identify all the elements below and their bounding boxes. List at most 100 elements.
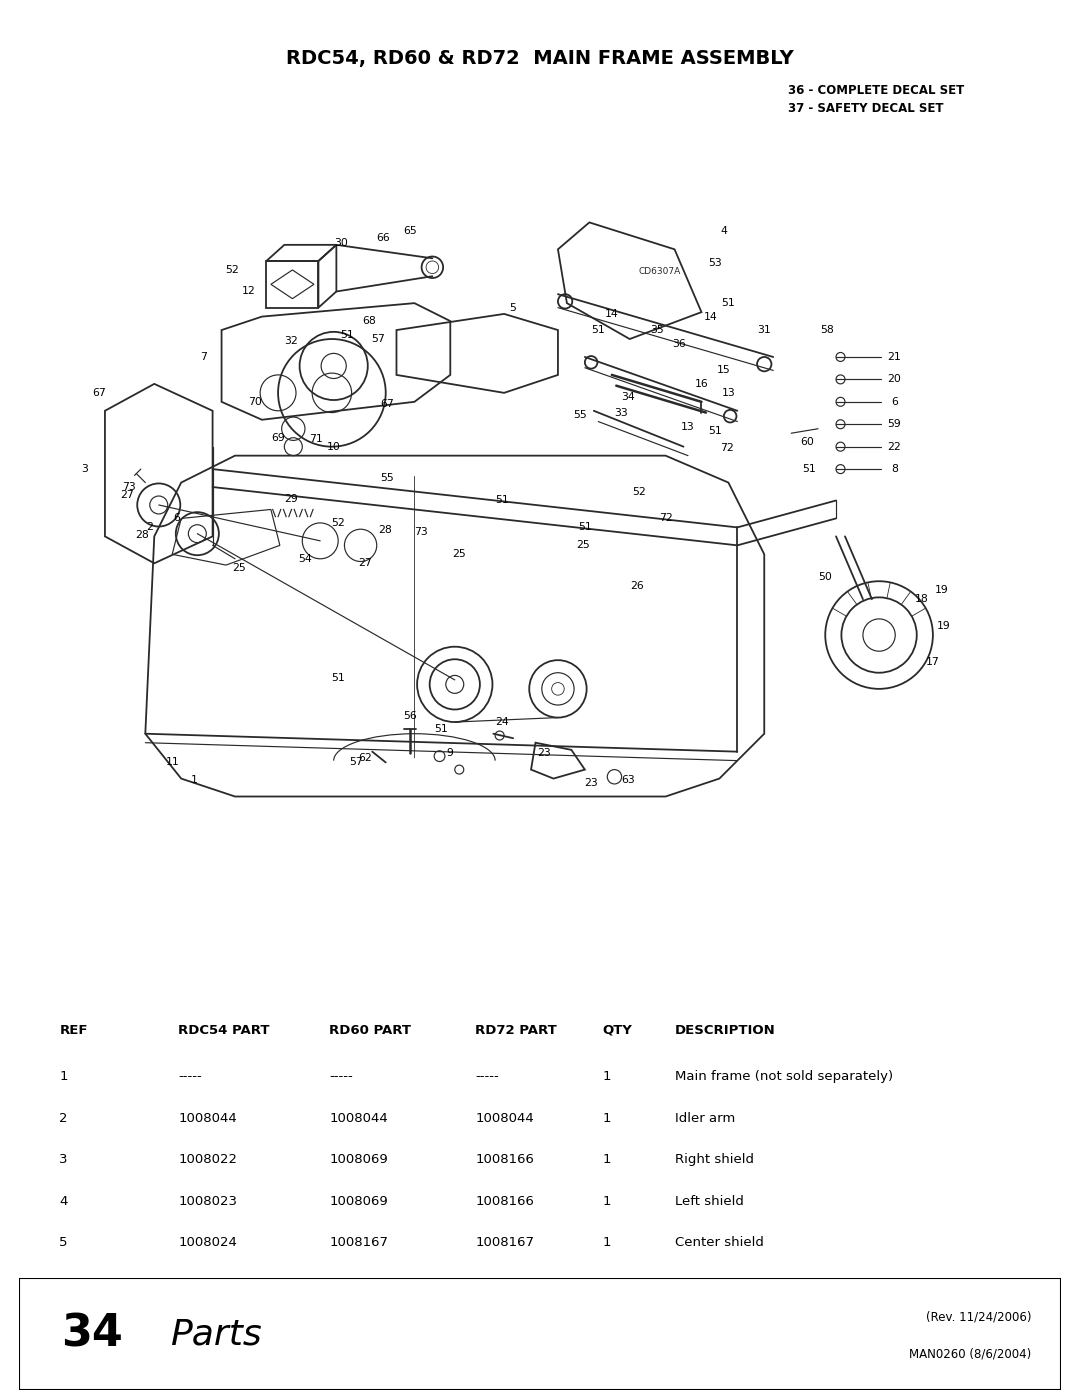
Text: 1: 1 xyxy=(603,1194,611,1207)
Text: 1008167: 1008167 xyxy=(475,1236,535,1249)
Text: 51: 51 xyxy=(721,298,735,309)
Text: 1008069: 1008069 xyxy=(329,1153,388,1166)
Text: 52: 52 xyxy=(632,486,646,496)
Text: 16: 16 xyxy=(694,379,708,388)
Text: 55: 55 xyxy=(573,411,588,420)
Text: RDC54 PART: RDC54 PART xyxy=(178,1024,270,1037)
Text: 10: 10 xyxy=(327,441,340,451)
Text: 1008069: 1008069 xyxy=(329,1194,388,1207)
Text: 32: 32 xyxy=(284,335,297,346)
Text: 51: 51 xyxy=(592,326,605,335)
Text: 3: 3 xyxy=(59,1153,68,1166)
Text: 51: 51 xyxy=(332,673,345,683)
Text: 13: 13 xyxy=(721,388,735,398)
Text: RDC54, RD60 & RD72  MAIN FRAME ASSEMBLY: RDC54, RD60 & RD72 MAIN FRAME ASSEMBLY xyxy=(286,49,794,68)
Text: 11: 11 xyxy=(165,757,179,767)
Text: 59: 59 xyxy=(888,419,901,429)
Text: 69: 69 xyxy=(271,433,285,443)
Text: 1008044: 1008044 xyxy=(329,1112,388,1125)
Text: 1: 1 xyxy=(191,775,198,785)
Text: RD60 PART: RD60 PART xyxy=(329,1024,411,1037)
Text: 5: 5 xyxy=(510,303,516,313)
Text: 51: 51 xyxy=(496,496,509,506)
Text: 1: 1 xyxy=(603,1236,611,1249)
Text: 57: 57 xyxy=(372,334,386,344)
Text: 66: 66 xyxy=(376,233,390,243)
Text: 68: 68 xyxy=(363,316,377,326)
Text: 51: 51 xyxy=(340,330,354,339)
Text: 14: 14 xyxy=(605,309,619,319)
Text: 28: 28 xyxy=(378,525,392,535)
Text: 60: 60 xyxy=(800,437,814,447)
Text: -----: ----- xyxy=(329,1070,353,1084)
Text: 1008022: 1008022 xyxy=(178,1153,238,1166)
Text: Main frame (not sold separately): Main frame (not sold separately) xyxy=(675,1070,893,1084)
Text: 1: 1 xyxy=(603,1112,611,1125)
Text: 22: 22 xyxy=(888,441,901,451)
Text: 26: 26 xyxy=(630,581,644,591)
Text: 1008166: 1008166 xyxy=(475,1194,535,1207)
Text: 23: 23 xyxy=(584,778,598,788)
Text: 1: 1 xyxy=(603,1070,611,1084)
Text: 19: 19 xyxy=(936,622,950,631)
Text: 4: 4 xyxy=(720,226,727,236)
Text: 14: 14 xyxy=(703,312,717,321)
Text: 67: 67 xyxy=(380,398,394,408)
Text: 25: 25 xyxy=(232,563,246,573)
Text: 29: 29 xyxy=(285,493,298,504)
Text: 9: 9 xyxy=(447,749,454,759)
Text: MAN0260 (8/6/2004): MAN0260 (8/6/2004) xyxy=(909,1348,1031,1361)
Text: 58: 58 xyxy=(820,326,834,335)
Text: 73: 73 xyxy=(122,482,136,492)
Text: 27: 27 xyxy=(359,559,372,569)
Text: Idler arm: Idler arm xyxy=(675,1112,735,1125)
Text: 1008166: 1008166 xyxy=(475,1153,535,1166)
Text: 1008023: 1008023 xyxy=(178,1194,238,1207)
Text: 55: 55 xyxy=(380,474,394,483)
Text: 1008167: 1008167 xyxy=(329,1236,389,1249)
Text: 73: 73 xyxy=(414,527,428,536)
Text: Center shield: Center shield xyxy=(675,1236,764,1249)
Text: 18: 18 xyxy=(915,594,928,604)
Text: 57: 57 xyxy=(349,757,363,767)
Text: 50: 50 xyxy=(819,571,833,581)
Text: 70: 70 xyxy=(247,397,261,407)
Text: 23: 23 xyxy=(538,749,552,759)
Text: 51: 51 xyxy=(802,464,816,474)
Text: 25: 25 xyxy=(453,549,467,559)
Text: 35: 35 xyxy=(650,326,663,335)
Text: 62: 62 xyxy=(359,753,372,763)
Text: 33: 33 xyxy=(613,408,627,419)
Text: 12: 12 xyxy=(242,285,255,296)
Text: 56: 56 xyxy=(403,711,417,721)
Text: -----: ----- xyxy=(475,1070,499,1084)
Text: 1: 1 xyxy=(603,1153,611,1166)
Text: -----: ----- xyxy=(178,1070,202,1084)
Text: 72: 72 xyxy=(659,514,673,524)
Text: Left shield: Left shield xyxy=(675,1194,744,1207)
Text: 6: 6 xyxy=(173,514,180,524)
Text: 51: 51 xyxy=(434,724,448,735)
Text: 8: 8 xyxy=(891,464,897,474)
Text: 51: 51 xyxy=(708,426,721,436)
Text: 5: 5 xyxy=(59,1236,68,1249)
Text: 63: 63 xyxy=(621,775,635,785)
Text: 2: 2 xyxy=(147,522,153,532)
Text: 20: 20 xyxy=(888,374,902,384)
Text: REF: REF xyxy=(59,1024,87,1037)
Text: 4: 4 xyxy=(59,1194,68,1207)
Text: 53: 53 xyxy=(708,258,721,268)
Text: (Rev. 11/24/2006): (Rev. 11/24/2006) xyxy=(926,1310,1031,1324)
Text: CD6307A: CD6307A xyxy=(638,267,680,277)
Text: 67: 67 xyxy=(92,388,106,398)
Text: 1008044: 1008044 xyxy=(178,1112,237,1125)
Text: 2: 2 xyxy=(59,1112,68,1125)
Text: 6: 6 xyxy=(891,397,897,407)
Text: 37 - SAFETY DECAL SET: 37 - SAFETY DECAL SET xyxy=(788,102,944,116)
Text: 34: 34 xyxy=(62,1313,123,1355)
Text: 52: 52 xyxy=(332,518,345,528)
Text: 15: 15 xyxy=(717,366,731,376)
Text: 25: 25 xyxy=(577,541,590,550)
Text: 17: 17 xyxy=(926,657,940,666)
Text: 1008024: 1008024 xyxy=(178,1236,238,1249)
